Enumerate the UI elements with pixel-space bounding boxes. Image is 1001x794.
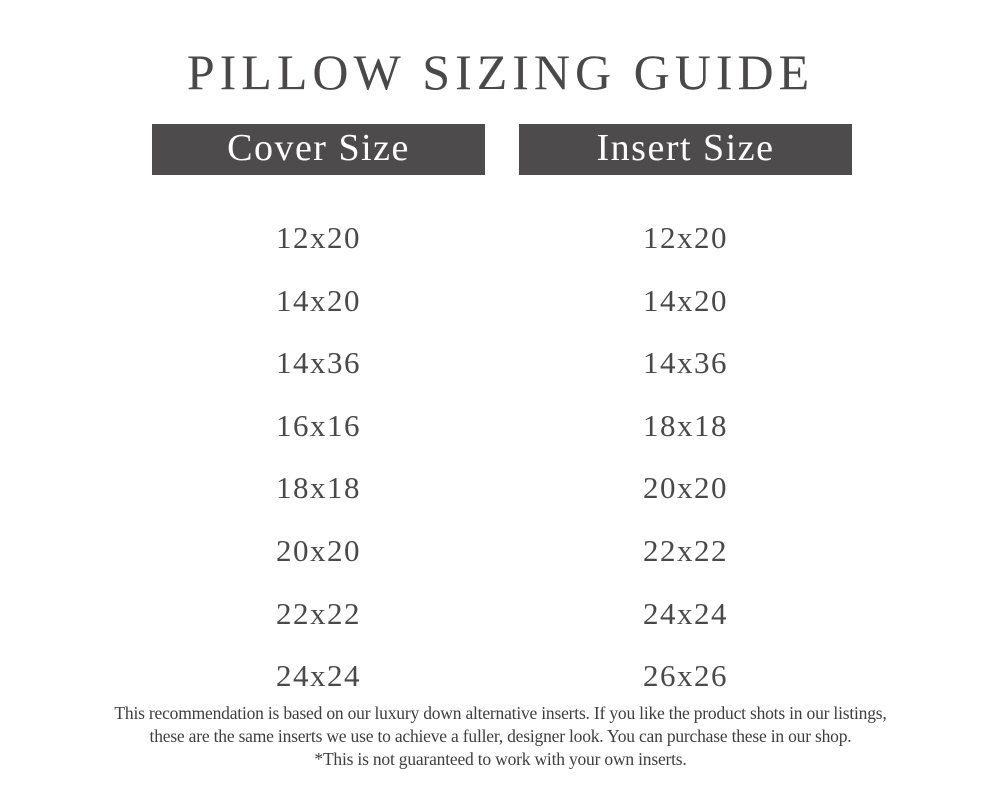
cover-size-header: Cover Size [152,124,485,175]
cover-size-cell: 16x16 [276,407,361,443]
footer-line-1: This recommendation is based on our luxu… [114,703,887,723]
cover-size-column: Cover Size 12x20 14x20 14x36 16x16 18x18… [152,124,485,708]
footer-disclaimer: *This is not guaranteed to work with you… [314,749,687,769]
insert-size-column: Insert Size 12x20 14x20 14x36 18x18 20x2… [519,124,852,708]
insert-size-header: Insert Size [519,124,852,175]
cover-size-cell: 18x18 [276,470,361,506]
insert-size-cell: 14x36 [643,345,728,381]
footer-note: This recommendation is based on our luxu… [0,702,1001,771]
cover-size-cell: 12x20 [276,220,361,255]
cover-size-cell: 14x20 [276,282,361,318]
insert-size-cell: 18x18 [643,407,728,443]
footer-line-2: these are the same inserts we use to ach… [149,726,852,746]
cover-size-cell: 20x20 [276,532,361,568]
insert-size-list: 12x20 14x20 14x36 18x18 20x20 22x22 24x2… [519,145,852,708]
insert-size-cell: 24x24 [643,595,728,631]
cover-size-list: 12x20 14x20 14x36 16x16 18x18 20x20 22x2… [152,145,485,708]
insert-size-cell: 22x22 [643,532,728,568]
cover-size-cell: 22x22 [276,595,361,631]
insert-size-cell: 14x20 [643,282,728,318]
page-title: PILLOW SIZING GUIDE [186,44,815,100]
cover-size-cell: 14x36 [276,345,361,381]
insert-size-cell: 12x20 [643,220,728,255]
insert-size-cell: 20x20 [643,470,728,506]
insert-size-cell: 26x26 [643,658,728,694]
cover-size-cell: 24x24 [276,658,361,694]
